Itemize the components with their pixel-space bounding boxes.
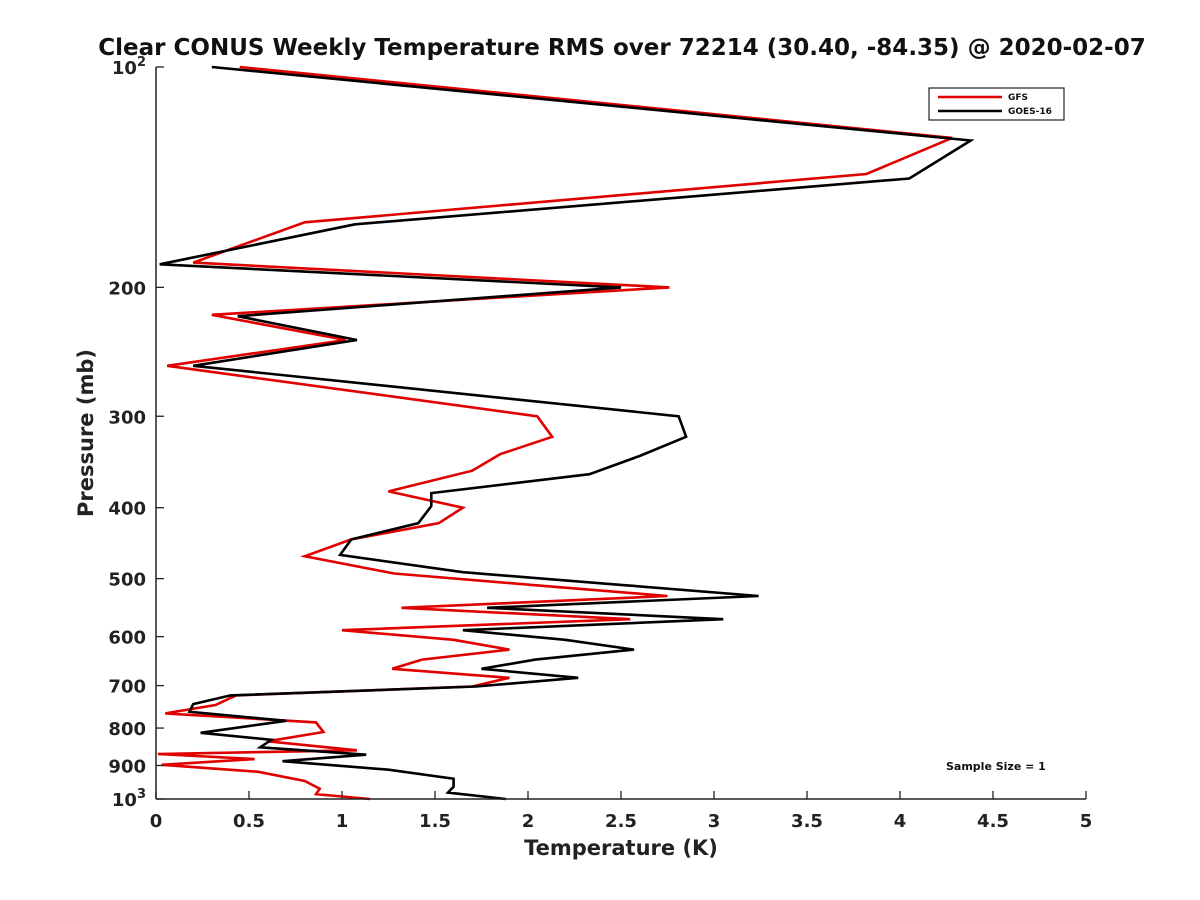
legend-box (928, 87, 1065, 121)
legend-label-goes16: GOES-16 (1008, 107, 1052, 117)
x-tick-label: 1 (336, 811, 349, 832)
x-tick-label: 2.5 (605, 811, 637, 832)
x-tick-label: 4 (894, 811, 907, 832)
y-tick-label: 600 (108, 628, 146, 649)
legend-label-gfs: GFS (1008, 93, 1028, 103)
y-tick-label: 200 (108, 278, 146, 299)
chart-title: Clear CONUS Weekly Temperature RMS over … (98, 35, 1145, 61)
x-tick-label: 4.5 (977, 811, 1009, 832)
y-tick-label: 900 (108, 757, 146, 778)
y-tick-label: 400 (108, 499, 146, 520)
y-ticks: 102 200 300 400 500 600 700 800 900 103 (108, 55, 164, 811)
y-tick-label: 500 (108, 570, 146, 591)
x-tick-label: 5 (1080, 811, 1093, 832)
series-line-goes-16 (159, 65, 975, 801)
axes (155, 67, 1086, 800)
x-tick-label: 0 (150, 811, 163, 832)
x-tick-label: 2 (522, 811, 535, 832)
plot-lines (157, 65, 975, 801)
x-tick-label: 3.5 (791, 811, 823, 832)
x-tick-label: 3 (708, 811, 721, 832)
y-tick-label: 102 (112, 55, 146, 79)
x-tick-label: 1.5 (419, 811, 451, 832)
y-tick-label: 800 (108, 719, 146, 740)
y-tick-label: 700 (108, 677, 146, 698)
series-line-gfs (157, 65, 953, 801)
sample-size-annotation: Sample Size = 1 (946, 760, 1046, 773)
x-tick-label: 0.5 (233, 811, 265, 832)
y-axis-label: Pressure (mb) (74, 349, 98, 517)
y-tick-label: 300 (108, 407, 146, 428)
legend: GFS GOES-16 (928, 87, 1065, 121)
x-ticks: 0 0.5 1 1.5 2 2.5 3 3.5 4 4.5 5 (150, 791, 1093, 832)
y-tick-label: 103 (112, 787, 146, 811)
x-axis-label: Temperature (K) (524, 836, 718, 860)
